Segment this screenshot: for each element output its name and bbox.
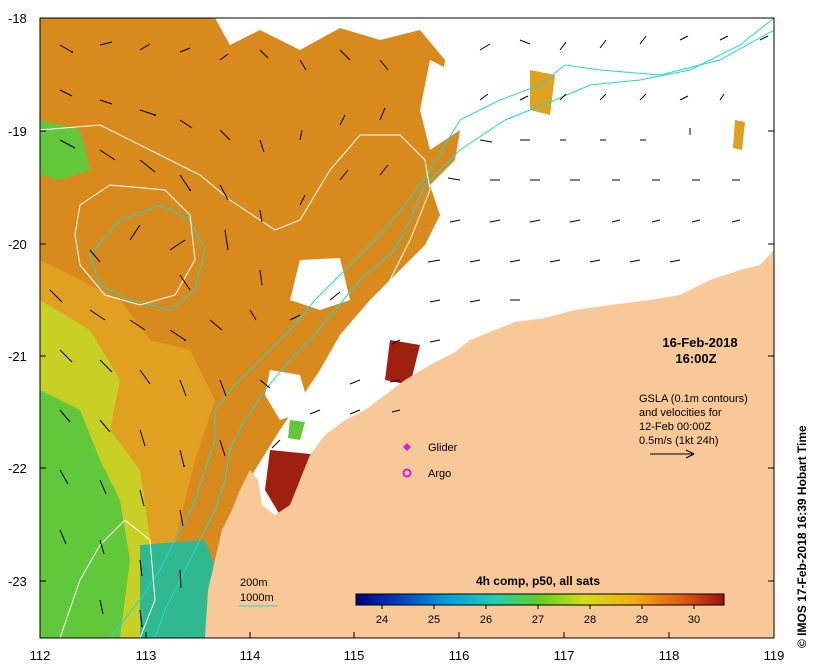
y-tick-label: -20: [8, 237, 27, 252]
colorbar-tick: 29: [636, 614, 648, 626]
colorbar-tick: 28: [584, 614, 596, 626]
x-tick-label: 115: [344, 648, 365, 663]
axis-ticks: [39, 17, 775, 638]
gsla-legend: GSLA (0.1m contours) and velocities for …: [639, 393, 748, 459]
x-tick-label: 113: [136, 648, 157, 663]
argo-label: Argo: [428, 468, 451, 480]
colorbar-gradient: [355, 593, 725, 606]
colorbar-tick: 26: [480, 614, 492, 626]
x-tick-label: 116: [449, 648, 470, 663]
velocity-arrows: [49, 35, 769, 627]
gsla-line-1: GSLA (0.1m contours): [639, 393, 748, 405]
scale-arrow-head: [685, 449, 695, 459]
bathy-legend: 200m 1000m: [238, 577, 278, 607]
y-tick-label: -21: [8, 349, 27, 364]
gsla-line-3: 12-Feb 00:00Z: [639, 421, 711, 433]
australia-land: [205, 250, 774, 638]
colorbar-tick: 27: [532, 614, 544, 626]
bathy-1000-label: 1000m: [240, 592, 274, 604]
x-tick-label: 119: [764, 648, 785, 663]
bathymetry-contours: [89, 18, 774, 638]
x-tick-label: 117: [554, 648, 575, 663]
colorbar-tick: 24: [376, 614, 388, 626]
date-label: 16-Feb-2018: [662, 335, 737, 350]
arrow-heads: [71, 51, 191, 627]
bathy-200-label: 200m: [240, 577, 268, 589]
plot-frame: [39, 17, 775, 639]
y-tick-label: -23: [8, 574, 27, 589]
glider-marker: [403, 443, 411, 451]
y-tick-label: -19: [8, 124, 27, 139]
x-axis-labels: 112 113 114 115 116 117 118 119: [30, 648, 785, 663]
x-tick-label: 114: [240, 648, 261, 663]
scale-label: 0.5m/s (1kt 24h): [639, 435, 718, 447]
colorbar: 4h comp, p50, all sats 24 25 26 27 28 29…: [355, 574, 725, 626]
x-tick-label: 118: [659, 648, 680, 663]
gsla-contours: [40, 124, 431, 638]
map-body: [40, 18, 774, 638]
colorbar-tick: 25: [428, 614, 440, 626]
gsla-line-2: and velocities for: [639, 407, 722, 419]
x-tick-label: 112: [30, 648, 51, 663]
y-tick-label: -18: [8, 11, 27, 26]
y-tick-label: -22: [8, 461, 27, 476]
sst-field: [40, 18, 745, 638]
y-axis-labels: -18 -19 -20 -21 -22 -23: [8, 11, 27, 589]
time-label: 16:00Z: [675, 351, 716, 366]
colorbar-tick: 30: [688, 614, 700, 626]
colorbar-title: 4h comp, p50, all sats: [476, 574, 600, 588]
glider-label: Glider: [428, 442, 458, 454]
argo-marker: [402, 468, 412, 478]
credit-text: © IMOS 17-Feb-2018 16:39 Hobart Time: [795, 425, 809, 648]
